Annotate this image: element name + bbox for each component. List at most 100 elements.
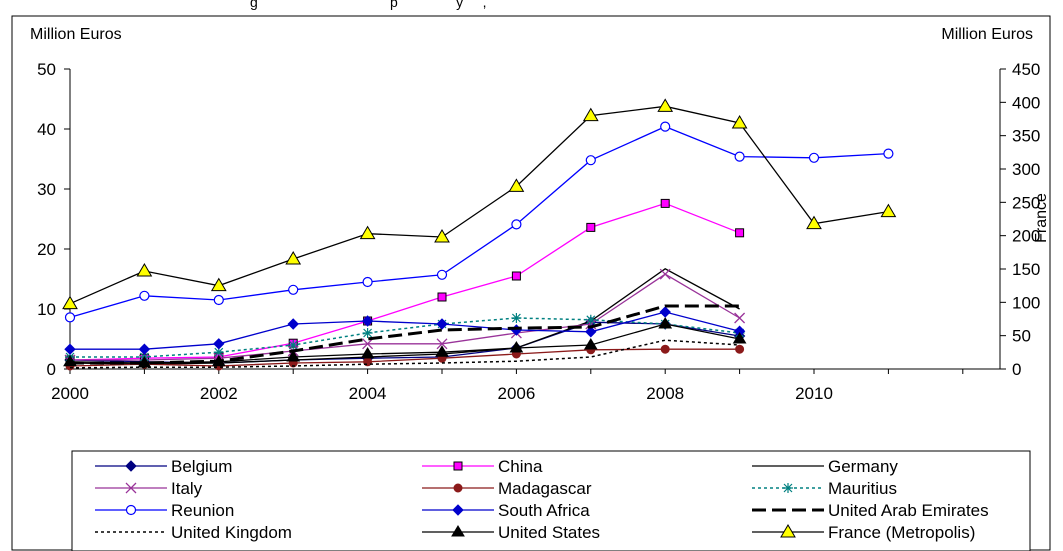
marker-open-circle [362,276,373,288]
x-tick-label: 2010 [795,384,833,403]
right-tick-label: 50 [1012,327,1031,346]
marker-yellow-triangle [434,229,450,243]
marker-open-circle [64,312,76,323]
marker-triangle [211,354,226,367]
marker-open-circle [139,290,150,301]
legend-label: South Africa [498,501,590,520]
legend-item: China [422,457,543,476]
series-south-africa [64,306,746,355]
legend-label: France (Metropolis) [828,523,975,542]
marker-yellow-triangle [136,263,153,277]
right-tick-label: 150 [1012,260,1040,279]
marker-triangle [658,317,673,329]
marker-open-circle [213,294,224,306]
marker-square [453,461,463,471]
marker-open-circle [585,155,596,166]
legend-box [71,450,1031,551]
marker-yellow-triangle [780,524,796,538]
x-axis-ticks: 2000 2002 2004 2006 2008 2010 [51,369,964,403]
x-tick-label: 2002 [200,384,238,403]
legend-item: France (Metropolis) [752,523,975,542]
legend-item: South Africa [422,501,590,520]
right-axis-ticks: 0 50 100 150 200 250 300 350 400 450 [1000,60,1040,379]
marker-diamond [287,318,299,330]
header-fragment: g p y , [250,0,487,10]
marker-asterisk [783,483,793,493]
legend-label: Belgium [171,457,232,476]
marker-yellow-triangle [582,107,599,122]
legend-item: Madagascar [422,479,592,498]
legend-item: Germany [752,457,898,476]
marker-yellow-triangle [657,98,674,112]
marker-diamond [659,306,671,318]
marker-triangle [137,356,152,368]
series-line [69,348,740,367]
marker-triangle [360,347,375,359]
series-reunion [64,121,894,323]
series-layer [62,98,897,371]
right-tick-label: 400 [1012,93,1040,112]
left-axis-label: Million Euros [30,26,122,43]
left-tick-label: 0 [47,360,56,379]
marker-circle [735,344,745,354]
series-united-states [63,317,747,368]
series-line [70,311,740,350]
legend-label: Madagascar [498,479,592,498]
marker-square [735,228,745,238]
marker-yellow-triangle [880,203,897,218]
marker-x [659,268,671,280]
legend-item: United Arab Emirates [752,501,989,520]
series-line [70,273,740,361]
marker-x [362,338,374,350]
right-tick-label: 200 [1012,227,1040,246]
marker-yellow-triangle [285,251,302,265]
series-line [69,339,740,369]
legend-label: China [498,457,543,476]
marker-yellow-triangle [62,295,78,310]
marker-triangle [509,341,524,353]
marker-triangle [732,332,747,344]
marker-asterisk [362,328,373,338]
marker-diamond [361,315,374,327]
marker-diamond [125,460,137,472]
legend-label: Italy [171,479,203,498]
marker-yellow-triangle [210,277,227,292]
left-tick-label: 50 [37,60,56,79]
x-tick-label: 2008 [646,384,684,403]
marker-diamond [64,343,76,355]
x-tick-label: 2006 [497,384,535,403]
series-united-kingdom [69,339,740,369]
marker-yellow-triangle [731,115,748,129]
legend-label: United Arab Emirates [828,501,989,520]
right-axis-title: France [1033,193,1050,243]
marker-circle [453,483,463,493]
marker-circle [660,344,670,354]
marker-open-circle [511,219,522,230]
left-tick-label: 40 [37,120,56,139]
marker-triangle [583,338,598,350]
legend-item: Belgium [95,457,232,476]
marker-diamond [138,343,151,355]
marker-open-circle [125,504,137,516]
right-tick-label: 250 [1012,193,1040,212]
left-tick-label: 10 [37,300,56,319]
legend: Belgium China Germany Italy Madagascar Maurit… [95,457,989,542]
marker-open-circle [734,151,745,162]
legend-label: Germany [828,457,898,476]
marker-square [660,198,670,208]
x-tick-label: 2000 [51,384,89,403]
marker-open-circle [288,284,299,295]
legend-label: United States [498,523,600,542]
marker-diamond [436,318,448,330]
series-france-metropolis [62,98,897,310]
legend-item: United Kingdom [95,523,292,542]
series-line [69,125,889,319]
marker-triangle [435,345,449,357]
legend-item: United States [422,523,600,542]
marker-triangle [451,525,465,537]
right-tick-label: 100 [1012,293,1040,312]
marker-x [436,338,448,350]
marker-x [125,482,137,494]
marker-asterisk [511,313,522,323]
